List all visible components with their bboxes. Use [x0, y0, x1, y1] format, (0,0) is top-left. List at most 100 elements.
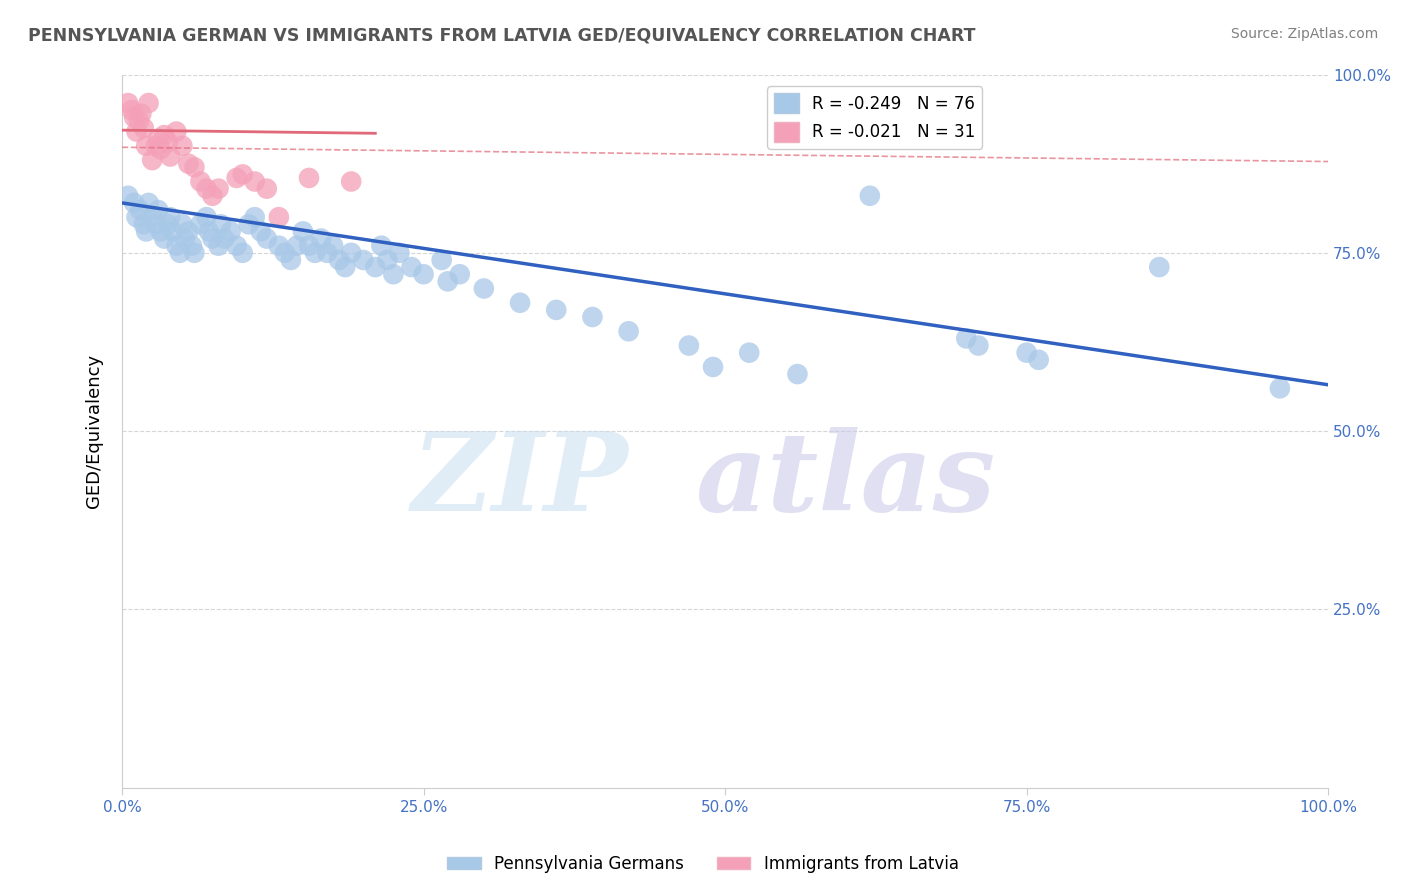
Point: [352, 252, 374, 267]
Point: [148, 202, 170, 217]
Point: [274, 245, 297, 260]
Point: [172, 139, 194, 153]
Point: [280, 252, 302, 267]
Point: [117, 96, 139, 111]
Point: [172, 217, 194, 231]
Point: [322, 238, 344, 252]
Point: [786, 367, 808, 381]
Point: [436, 274, 458, 288]
Point: [141, 153, 163, 167]
Point: [149, 142, 172, 156]
Point: [209, 217, 232, 231]
Point: [472, 281, 495, 295]
Point: [388, 245, 411, 260]
Point: [702, 359, 724, 374]
Point: [1015, 345, 1038, 359]
Point: [412, 267, 434, 281]
Point: [225, 170, 247, 185]
Point: [117, 188, 139, 202]
Point: [335, 260, 357, 274]
Point: [267, 238, 290, 252]
Point: [169, 245, 191, 260]
Point: [238, 217, 260, 231]
Point: [173, 231, 195, 245]
Point: [121, 103, 143, 118]
Point: [304, 245, 326, 260]
Point: [138, 96, 160, 111]
Point: [232, 245, 254, 260]
Point: [955, 331, 977, 345]
Point: [581, 310, 603, 324]
Point: [291, 224, 314, 238]
Point: [125, 210, 148, 224]
Point: [449, 267, 471, 281]
Point: [148, 132, 170, 146]
Point: [232, 167, 254, 181]
Point: [370, 238, 392, 252]
Legend: Pennsylvania Germans, Immigrants from Latvia: Pennsylvania Germans, Immigrants from La…: [440, 848, 966, 880]
Point: [153, 231, 176, 245]
Point: [195, 210, 218, 224]
Point: [382, 267, 405, 281]
Point: [159, 210, 181, 224]
Point: [340, 174, 363, 188]
Point: [340, 245, 363, 260]
Point: [207, 181, 229, 195]
Point: [256, 181, 278, 195]
Point: [162, 224, 184, 238]
Point: [138, 195, 160, 210]
Point: [219, 224, 242, 238]
Point: [364, 260, 387, 274]
Point: [156, 217, 179, 231]
Text: ZIP: ZIP: [412, 427, 628, 535]
Point: [145, 217, 167, 231]
Point: [128, 114, 150, 128]
Point: [135, 139, 157, 153]
Point: [165, 125, 187, 139]
Point: [149, 224, 172, 238]
Point: [132, 217, 155, 231]
Point: [131, 107, 153, 121]
Text: atlas: atlas: [696, 427, 995, 535]
Point: [328, 252, 350, 267]
Point: [141, 210, 163, 224]
Point: [678, 338, 700, 352]
Y-axis label: GED/Equivalency: GED/Equivalency: [86, 354, 103, 508]
Point: [195, 181, 218, 195]
Point: [298, 238, 321, 252]
Point: [122, 195, 145, 210]
Point: [201, 188, 224, 202]
Point: [509, 295, 531, 310]
Point: [1149, 260, 1171, 274]
Point: [309, 231, 332, 245]
Point: [165, 238, 187, 252]
Point: [181, 238, 204, 252]
Point: [190, 174, 212, 188]
Point: [135, 224, 157, 238]
Point: [153, 128, 176, 143]
Point: [256, 231, 278, 245]
Point: [401, 260, 423, 274]
Point: [201, 231, 224, 245]
Point: [249, 224, 271, 238]
Point: [1028, 352, 1050, 367]
Point: [967, 338, 990, 352]
Text: PENNSYLVANIA GERMAN VS IMMIGRANTS FROM LATVIA GED/EQUIVALENCY CORRELATION CHART: PENNSYLVANIA GERMAN VS IMMIGRANTS FROM L…: [28, 27, 976, 45]
Point: [207, 238, 229, 252]
Point: [285, 238, 308, 252]
Point: [243, 210, 266, 224]
Point: [122, 111, 145, 125]
Text: Source: ZipAtlas.com: Source: ZipAtlas.com: [1230, 27, 1378, 41]
Point: [225, 238, 247, 252]
Point: [132, 121, 155, 136]
Point: [617, 324, 640, 338]
Point: [145, 139, 167, 153]
Point: [546, 302, 568, 317]
Point: [198, 224, 221, 238]
Point: [129, 202, 152, 217]
Point: [316, 245, 339, 260]
Point: [430, 252, 453, 267]
Point: [1268, 381, 1291, 395]
Point: [177, 224, 200, 238]
Point: [298, 170, 321, 185]
